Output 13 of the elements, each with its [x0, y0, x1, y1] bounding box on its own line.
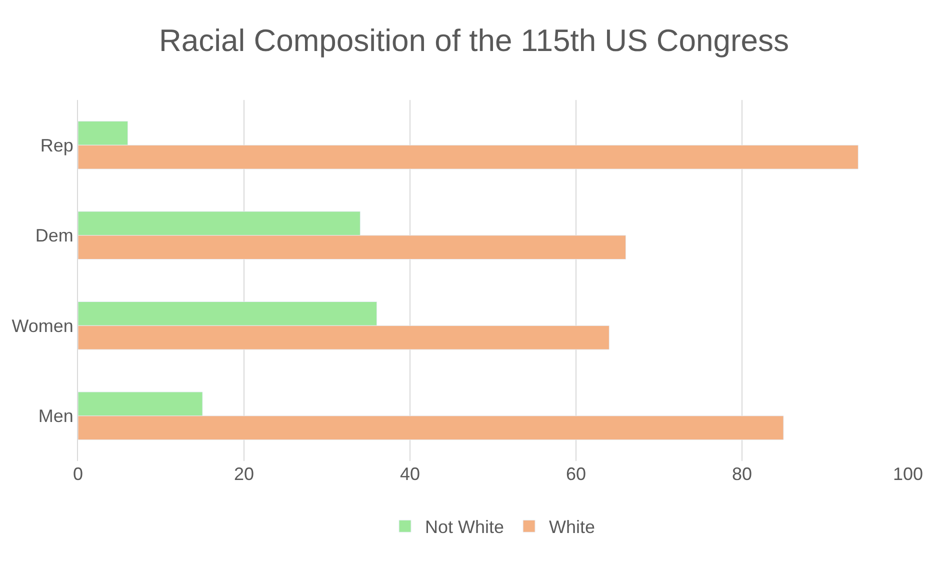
x-tick-label: 100: [892, 464, 924, 484]
legend-label: White: [549, 517, 596, 538]
y-tick-label: Women: [12, 316, 74, 336]
chart-title: Racial Composition of the 115th US Congress: [158, 22, 790, 58]
y-tick-label: Rep: [40, 135, 74, 156]
x-tick-label: 40: [400, 464, 420, 484]
x-tick-label: 0: [72, 464, 84, 484]
x-tick-label: 80: [732, 464, 752, 484]
legend-label: Not White: [425, 517, 504, 538]
y-tick-label: Dem: [35, 226, 74, 246]
y-tick-label: Men: [38, 406, 74, 426]
x-tick-label: 20: [234, 464, 254, 484]
x-tick-label: 60: [566, 464, 586, 484]
